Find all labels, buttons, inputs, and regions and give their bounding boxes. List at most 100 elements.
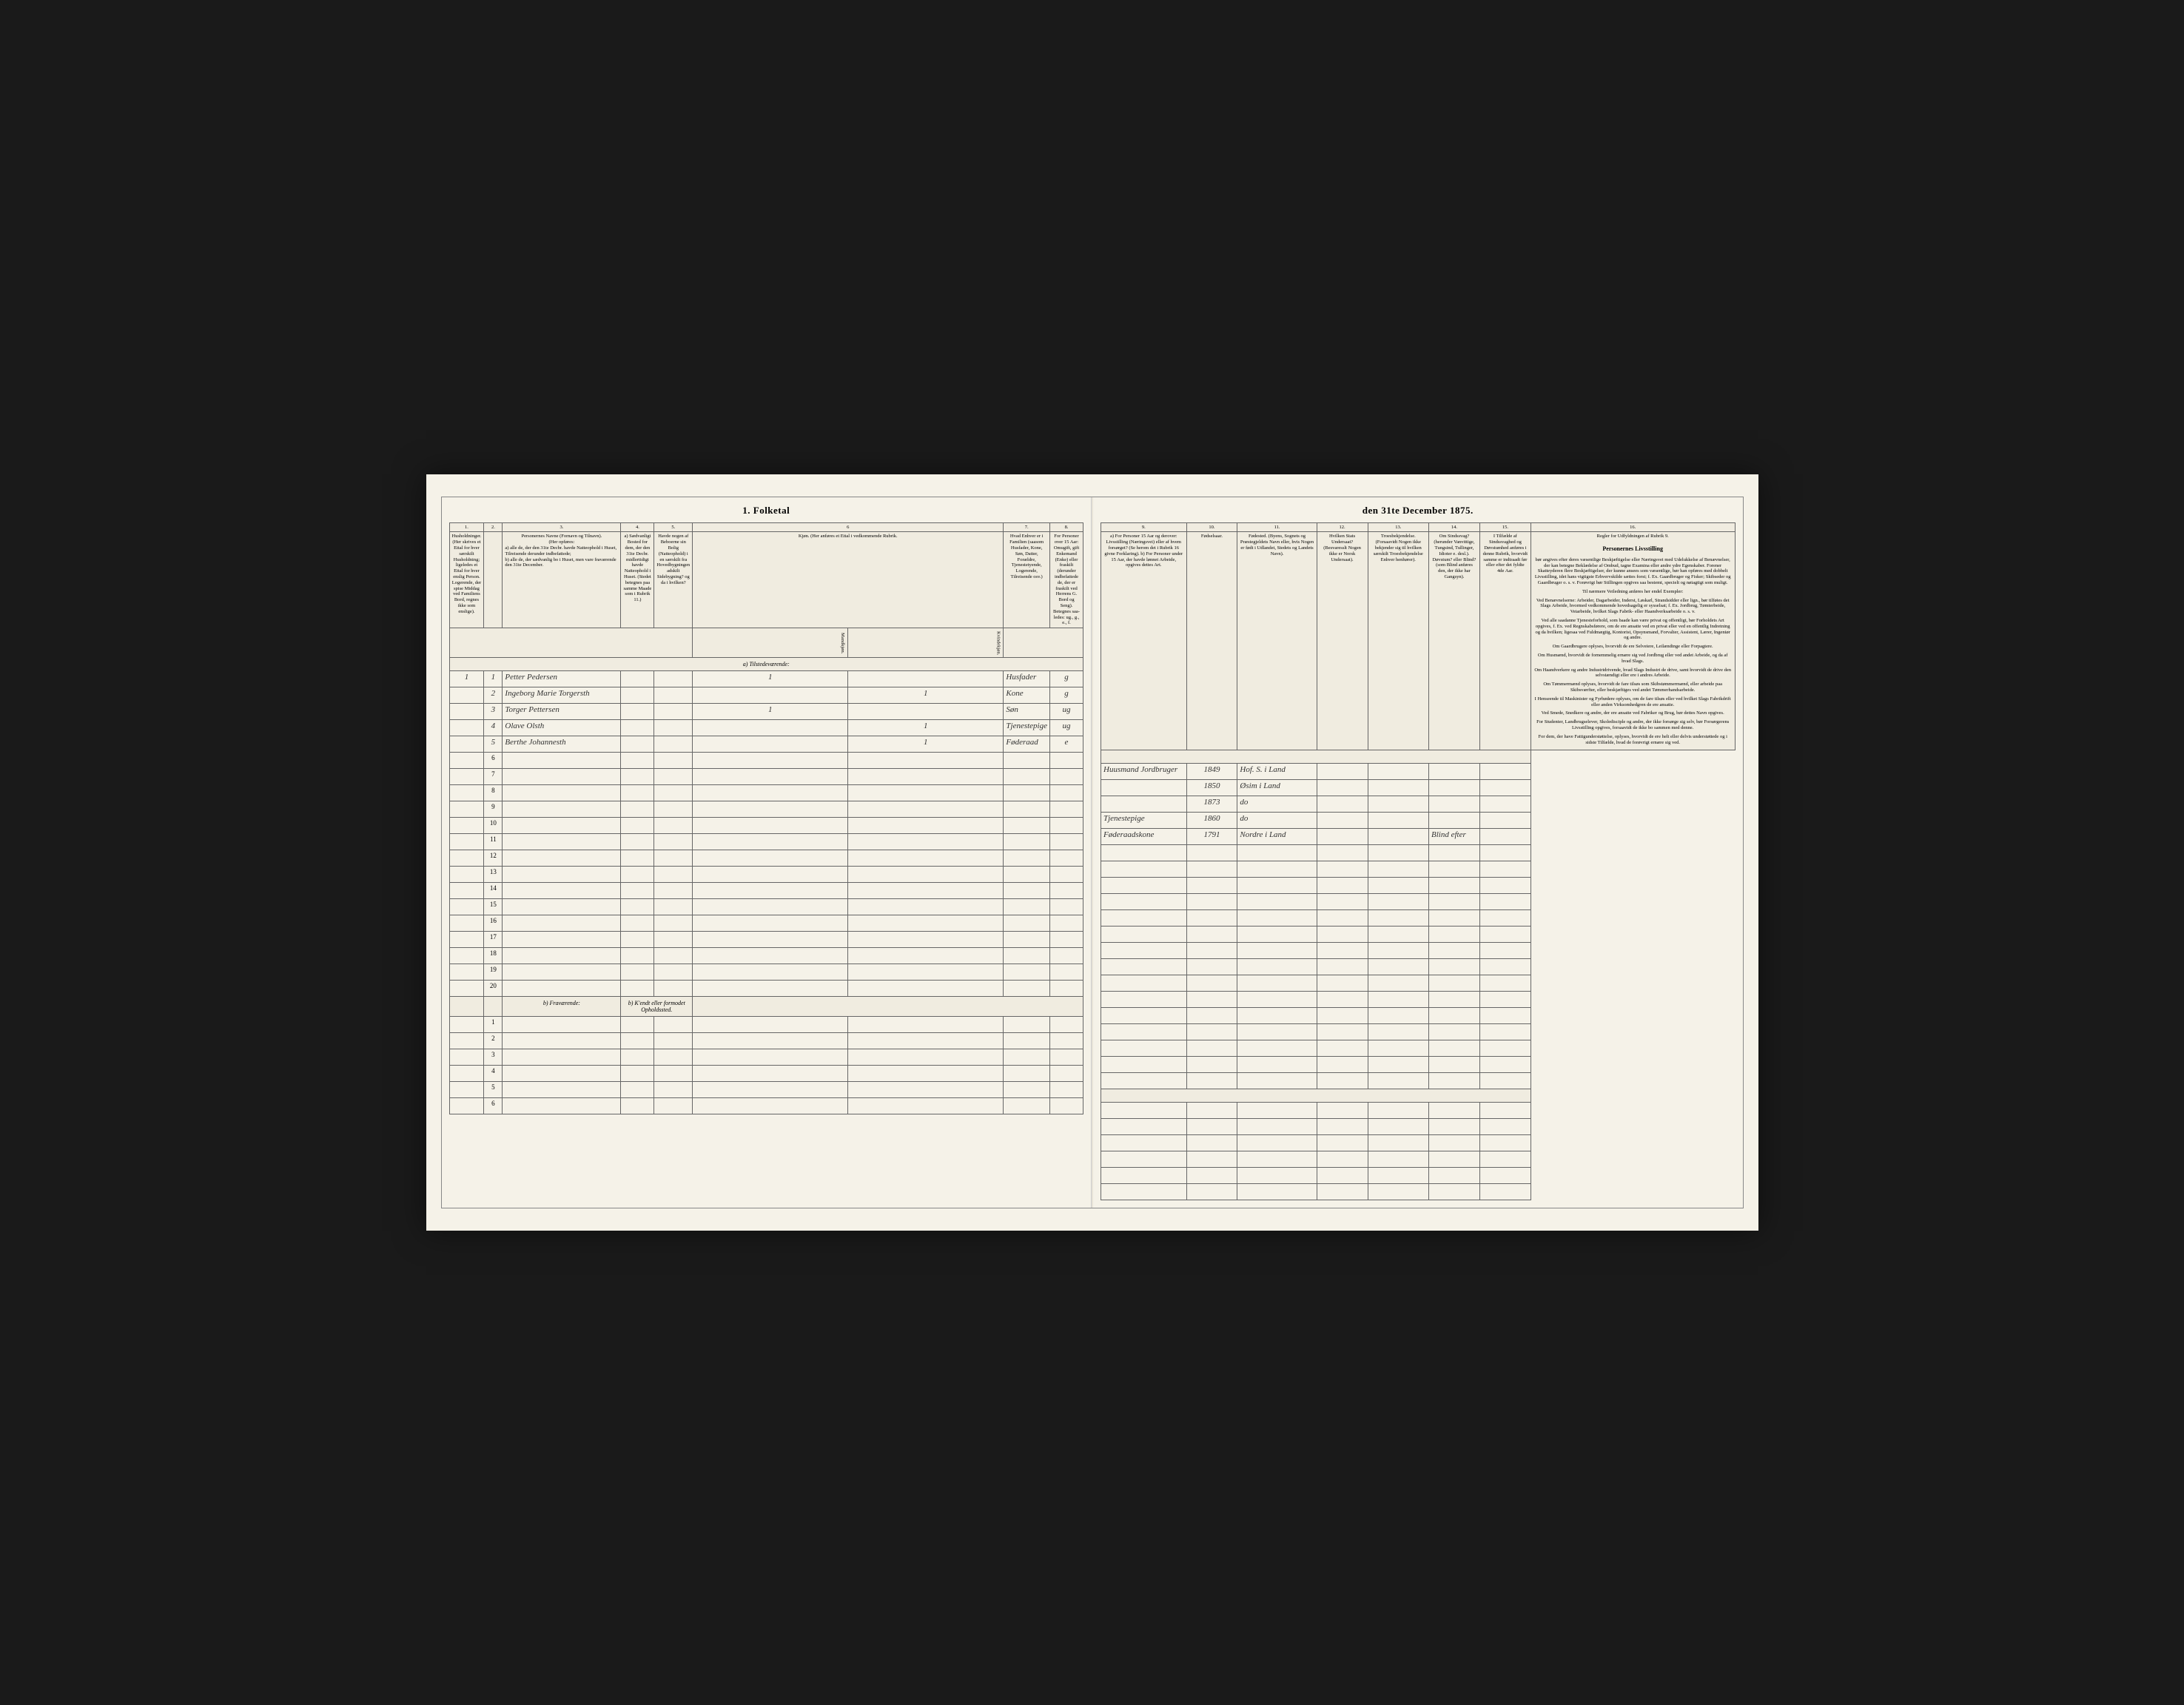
header-col13: Troesbekjendelse. (Forsaavidt Nogen ikke… (1368, 532, 1429, 750)
col-num-14: 14. (1429, 522, 1480, 532)
relation: Kone (1004, 687, 1050, 704)
row-num: 5 (484, 736, 503, 753)
col5-cell (654, 736, 693, 753)
col-num-2: 2. (484, 522, 503, 532)
table-row (1101, 992, 1736, 1008)
header-col12: Hvilken Stats Undersaat? (Besvaresslt No… (1317, 532, 1368, 750)
header-col14: Om Sindssvag? (herunder Vanvittige, Tung… (1429, 532, 1480, 750)
person-name: Olave Olsth (503, 720, 621, 736)
person-name: Berthe Johannesth (503, 736, 621, 753)
col12-cell (1317, 796, 1368, 813)
header-row: Husholdninger. (Her skrives et Ettal for… (449, 532, 1083, 628)
col12-cell (1317, 813, 1368, 829)
table-row: 11 (449, 834, 1083, 850)
household-num (449, 704, 484, 720)
table-row: 1 1 Petter Pedersen 1 Husfader g (449, 671, 1083, 687)
col13-cell (1368, 764, 1429, 780)
col5-cell (654, 687, 693, 704)
table-row: 12 (449, 850, 1083, 867)
household-num (449, 687, 484, 704)
col14-cell (1429, 780, 1480, 796)
person-name: Petter Pedersen (503, 671, 621, 687)
col14-cell (1429, 796, 1480, 813)
section-b-label: b) Fraværende: (503, 997, 621, 1017)
household-num (449, 736, 484, 753)
table-row (1101, 1135, 1736, 1151)
column-number-row-right: 9. 10. 11. 12. 13. 14. 15. 16. (1101, 522, 1736, 532)
sex-m: 1 (693, 704, 848, 720)
instruction-paragraph: bør angives efter deres væsentlige Beskj… (1533, 557, 1733, 586)
relation: Husfader (1004, 671, 1050, 687)
col-num-4: 4. (621, 522, 654, 532)
col4-cell (621, 720, 654, 736)
table-row: 17 (449, 932, 1083, 948)
table-row (1101, 1024, 1736, 1040)
table-row: 8 (449, 785, 1083, 801)
instruction-paragraph: I Henseende til Maskinister og Fyrbødere… (1533, 696, 1733, 708)
table-row: 7 (449, 769, 1083, 785)
row-num: 17 (484, 932, 503, 948)
sex-k (848, 671, 1004, 687)
table-row: 15 (449, 899, 1083, 915)
birth-year: 1850 (1186, 780, 1237, 796)
instruction-paragraph: For Studenter, Landbrugselever, Skoledis… (1533, 719, 1733, 731)
book-spread: 1. Folketal 1. 2. 3. 4. 5. 6 7. 8. H (441, 497, 1744, 1209)
relation: Tjenestepige (1004, 720, 1050, 736)
col12-cell (1317, 764, 1368, 780)
table-row: 6 (449, 753, 1083, 769)
col-num-7: 7. (1004, 522, 1050, 532)
birth-year: 1791 (1186, 829, 1237, 845)
col-num-9: 9. (1101, 522, 1187, 532)
header-col11: Fødested. (Byens, Sognets og Præstegjeld… (1237, 532, 1317, 750)
marital: ug (1050, 704, 1083, 720)
table-row (1101, 1168, 1736, 1184)
col-num-8: 8. (1050, 522, 1083, 532)
occupation: Føderaadskone (1101, 829, 1187, 845)
row-num: 9 (484, 801, 503, 818)
row-num: 4 (484, 1066, 503, 1082)
header-col1: Husholdninger. (Her skrives et Ettal for… (449, 532, 484, 628)
person-name: Ingeborg Marie Torgersth (503, 687, 621, 704)
row-num: 6 (484, 753, 503, 769)
table-row: 9 (449, 801, 1083, 818)
col13-cell (1368, 813, 1429, 829)
col13-cell (1368, 796, 1429, 813)
col-num-5: 5. (654, 522, 693, 532)
row-num: 11 (484, 834, 503, 850)
table-row (1101, 845, 1736, 861)
subheader-row: Mandkjøn. Kvindekjøn. (449, 628, 1083, 658)
household-num (449, 720, 484, 736)
table-row (1101, 1040, 1736, 1057)
sex-k (848, 704, 1004, 720)
occupation (1101, 796, 1187, 813)
row-num: 20 (484, 981, 503, 997)
col13-cell (1368, 829, 1429, 845)
relation: Føderaad (1004, 736, 1050, 753)
col15-cell (1479, 764, 1531, 780)
col14-cell: Blind efter (1429, 829, 1480, 845)
table-row: 1873 do (1101, 796, 1736, 813)
sex-m (693, 687, 848, 704)
col-num-10: 10. (1186, 522, 1237, 532)
sex-k: 1 (848, 736, 1004, 753)
col15-cell (1479, 780, 1531, 796)
col3-b: b) alle de, der sædvanlig bo i Huset, me… (505, 557, 618, 569)
row-num: 7 (484, 769, 503, 785)
table-row: 14 (449, 883, 1083, 899)
header-col4: a) Sædvanligt Bosted for dem, der den 31… (621, 532, 654, 628)
instruction-paragraph: Ved alle saadanne Tjenesteforhold, som b… (1533, 618, 1733, 641)
section-b-header-right (1101, 1089, 1736, 1103)
header-col8: For Personer over 15 Aar: Omugift, gift … (1050, 532, 1083, 628)
section-a-header: a) Tilstedeværende: (449, 658, 1083, 671)
marital: ug (1050, 720, 1083, 736)
instruction-paragraph: Om Haandverkere og andre Industridrivend… (1533, 667, 1733, 679)
row-num: 1 (484, 671, 503, 687)
table-row: 16 (449, 915, 1083, 932)
table-row (1101, 1103, 1736, 1119)
col-num-3: 3. (503, 522, 621, 532)
table-row: 4 Olave Olsth 1 Tjenestepige ug (449, 720, 1083, 736)
row-num: 13 (484, 867, 503, 883)
row-num: 15 (484, 899, 503, 915)
col3-a: a) alle de, der den 31te Decbr. havde Na… (505, 545, 618, 557)
col-num-15: 15. (1479, 522, 1531, 532)
